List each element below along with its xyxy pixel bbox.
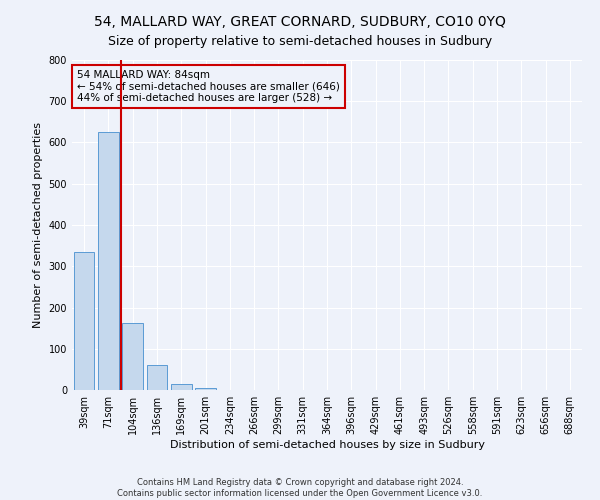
Bar (122, 323, 143, 390)
Text: 54, MALLARD WAY, GREAT CORNARD, SUDBURY, CO10 0YQ: 54, MALLARD WAY, GREAT CORNARD, SUDBURY,… (94, 15, 506, 29)
Y-axis label: Number of semi-detached properties: Number of semi-detached properties (33, 122, 43, 328)
Bar (98, 132, 119, 390)
Bar (146, 365, 167, 390)
Text: Size of property relative to semi-detached houses in Sudbury: Size of property relative to semi-detach… (108, 35, 492, 48)
Text: 54 MALLARD WAY: 84sqm
← 54% of semi-detached houses are smaller (646)
44% of sem: 54 MALLARD WAY: 84sqm ← 54% of semi-deta… (77, 70, 340, 103)
Bar (195, 388, 216, 390)
Text: Contains HM Land Registry data © Crown copyright and database right 2024.
Contai: Contains HM Land Registry data © Crown c… (118, 478, 482, 498)
Bar (74, 252, 94, 390)
X-axis label: Distribution of semi-detached houses by size in Sudbury: Distribution of semi-detached houses by … (170, 440, 485, 450)
Bar (171, 384, 191, 390)
